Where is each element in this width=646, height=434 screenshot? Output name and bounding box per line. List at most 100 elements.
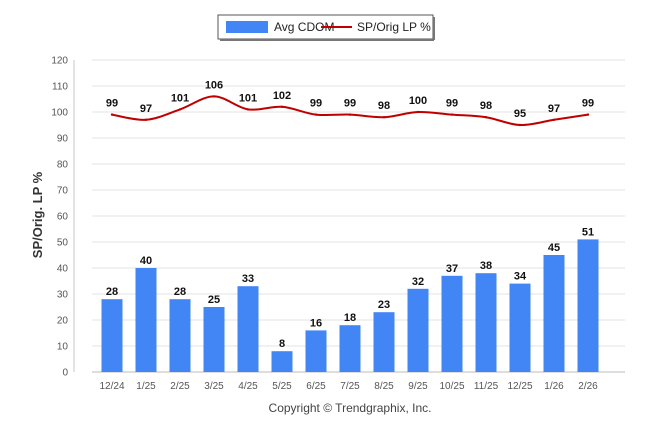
y-tick-label: 10 <box>57 342 69 353</box>
y-tick-label: 40 <box>57 264 69 275</box>
x-tick-label: 1/25 <box>136 381 156 392</box>
bar <box>543 255 565 372</box>
y-tick-label: 120 <box>51 56 68 67</box>
line-value-label: 106 <box>205 79 223 91</box>
x-tick-label: 7/25 <box>340 381 360 392</box>
y-tick-label: 0 <box>62 368 68 379</box>
line-series <box>110 95 590 127</box>
line-point <box>450 113 454 116</box>
bar-value-label: 40 <box>140 255 152 267</box>
y-tick-label: 80 <box>57 160 69 171</box>
bar <box>407 288 429 372</box>
line-value-label: 98 <box>480 100 492 112</box>
bar-value-label: 8 <box>279 338 285 350</box>
bar-value-label: 34 <box>514 271 527 283</box>
copyright-text: Copyright © Trendgraphix, Inc. <box>269 401 432 415</box>
bar-value-label: 18 <box>344 312 356 324</box>
line-value-label: 99 <box>344 98 356 110</box>
line-value-label: 101 <box>171 92 189 104</box>
y-tick-label: 70 <box>57 186 69 197</box>
legend-label-sp-orig-lp: SP/Orig LP % <box>357 20 431 34</box>
line-point <box>518 123 522 127</box>
x-tick-label: 11/25 <box>474 381 499 392</box>
legend-label-avg-cdom: Avg CDOM <box>274 20 334 34</box>
bar-value-label: 28 <box>106 286 118 298</box>
bar <box>305 330 327 372</box>
legend-swatch-avg-cdom <box>226 21 268 33</box>
x-tick-label: 2/25 <box>170 381 190 392</box>
bar-value-label: 28 <box>174 286 186 298</box>
x-tick-label: 1/26 <box>544 381 564 392</box>
line-point <box>212 95 216 98</box>
line-value-label: 97 <box>548 103 560 115</box>
x-tick-label: 9/25 <box>408 381 428 392</box>
bar <box>101 299 123 372</box>
bar <box>237 286 259 372</box>
bar <box>577 239 599 372</box>
line-point <box>382 116 386 119</box>
x-tick-label: 5/25 <box>272 381 292 392</box>
y-tick-label: 60 <box>57 212 69 223</box>
bar-value-label: 37 <box>446 263 458 275</box>
y-tick-label: 100 <box>51 108 68 119</box>
line-value-label: 99 <box>106 98 118 110</box>
bar-value-label: 25 <box>208 294 220 306</box>
line-value-label: 99 <box>446 98 458 110</box>
x-tick-label: 3/25 <box>204 381 224 392</box>
y-tick-labels: 0 10 20 30 40 50 60 70 80 90 100 110 120 <box>51 56 68 379</box>
line-point <box>348 113 352 116</box>
y-tick-label: 30 <box>57 290 69 301</box>
bar <box>475 273 497 372</box>
bar <box>135 268 157 372</box>
line-value-label: 100 <box>409 95 427 107</box>
line-point <box>280 105 284 109</box>
bar <box>441 275 463 372</box>
line-value-label: 102 <box>273 90 291 102</box>
bar-value-label: 38 <box>480 260 492 272</box>
x-tick-label: 4/25 <box>238 381 258 392</box>
bar <box>339 325 361 372</box>
line-value-label: 97 <box>140 103 152 115</box>
bar <box>373 312 395 372</box>
x-tick-label: 12/24 <box>99 381 124 392</box>
line-point <box>144 118 148 122</box>
y-tick-label: 20 <box>57 316 69 327</box>
x-tick-label: 6/25 <box>306 381 326 392</box>
y-tick-label: 90 <box>57 134 69 145</box>
bar-value-label: 32 <box>412 276 424 288</box>
x-tick-label: 8/25 <box>374 381 394 392</box>
line-value-label: 99 <box>582 98 594 110</box>
bar-value-label: 16 <box>310 317 322 329</box>
line-value-label: 95 <box>514 108 526 120</box>
line-point <box>552 118 556 122</box>
line-value-label: 98 <box>378 100 390 112</box>
bar-value-label: 23 <box>378 299 390 311</box>
bar-value-label: 51 <box>582 226 594 238</box>
bar-series <box>101 239 599 372</box>
y-tick-label: 110 <box>52 82 68 93</box>
y-tick-label: 50 <box>57 238 69 249</box>
data-labels: 28 40 28 25 33 8 16 18 23 32 37 38 34 45 51 99 97 101 106 1… <box>106 79 594 350</box>
x-tick-label: 12/25 <box>507 381 532 392</box>
line-point <box>586 113 590 116</box>
x-tick-label: 10/25 <box>439 381 464 392</box>
bar <box>203 307 225 372</box>
line-value-label: 101 <box>239 92 257 104</box>
x-tick-labels: 12/24 1/25 2/25 3/25 4/25 5/25 6/25 7/25 8/25 9/2… <box>99 381 598 392</box>
legend: Avg CDOM SP/Orig LP % <box>217 14 435 41</box>
line-point <box>110 113 114 116</box>
line-point <box>416 110 420 114</box>
x-tick-label: 2/26 <box>578 381 598 392</box>
bar <box>509 283 531 372</box>
bar-value-label: 33 <box>242 273 254 285</box>
bar <box>271 351 293 372</box>
y-axis-label: SP/Orig. LP % <box>30 171 45 258</box>
line-point <box>314 113 318 116</box>
line-point <box>246 108 250 111</box>
line-value-label: 99 <box>310 98 322 110</box>
bar <box>169 299 191 372</box>
bar-value-label: 45 <box>548 242 560 254</box>
line-point <box>178 108 182 111</box>
line-point <box>484 116 488 119</box>
